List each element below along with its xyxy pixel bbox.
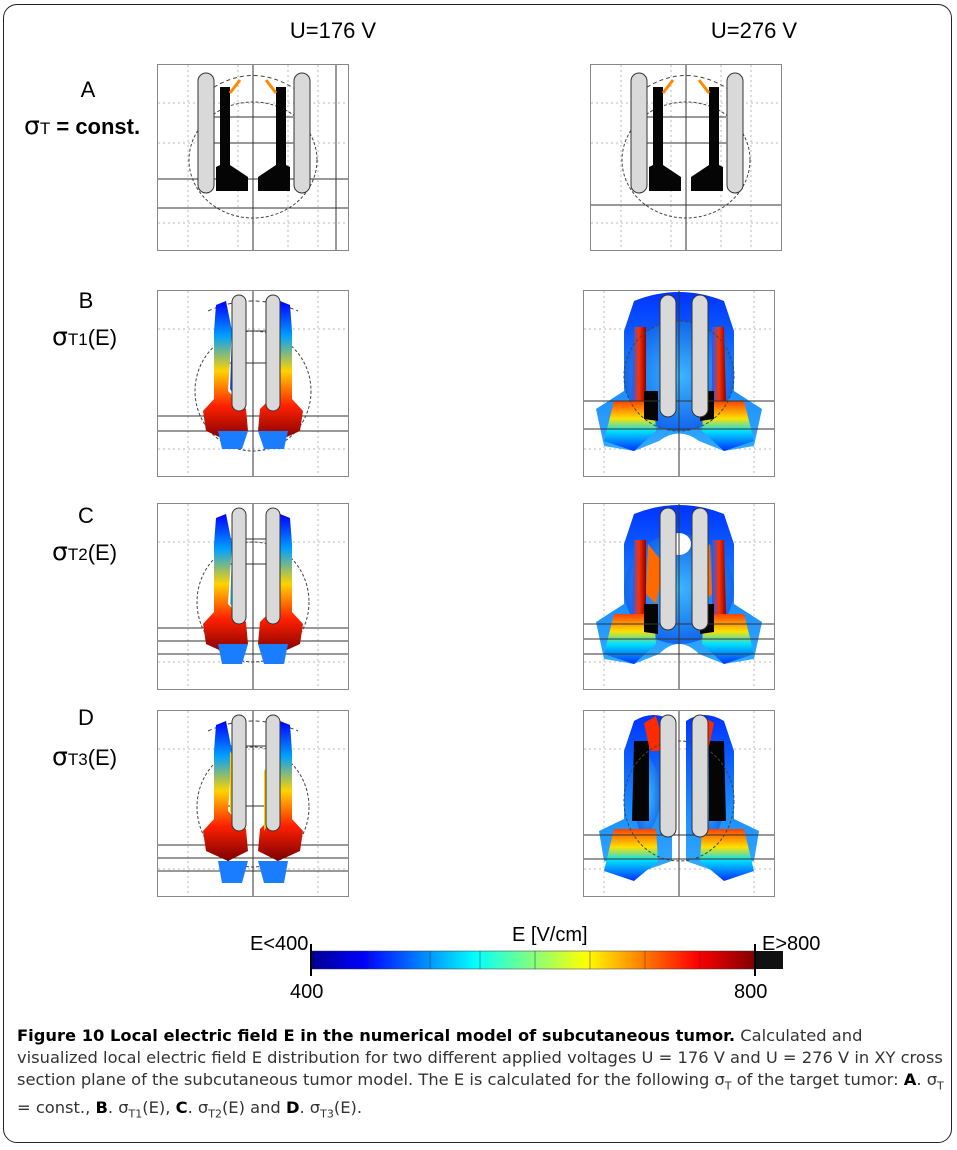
row-label-d: D bbox=[78, 705, 94, 730]
panel-a-176v bbox=[157, 64, 349, 251]
row-label-c: C bbox=[78, 503, 94, 528]
panel-a-276v bbox=[590, 64, 782, 251]
figure-frame bbox=[3, 4, 952, 1143]
caption-body: Calculated and visualized local electric… bbox=[17, 1026, 943, 1089]
row-sigma-b: σT1(E) bbox=[52, 322, 118, 351]
row-sigma-d: σT3(E) bbox=[52, 742, 118, 771]
colorbar-right-label: E>800 bbox=[762, 933, 821, 955]
panel-c-276v bbox=[583, 503, 775, 690]
column-header-176v: U=176 V bbox=[289, 18, 377, 43]
colorbar-title: E [V/cm] bbox=[512, 924, 588, 946]
caption-title: Figure 10 Local electric field E in the … bbox=[17, 1026, 736, 1045]
panel-b-176v bbox=[157, 290, 349, 477]
panel-c-176v bbox=[157, 503, 349, 690]
row-label-a: A bbox=[80, 77, 96, 102]
column-header-276v: U=276 V bbox=[710, 18, 798, 43]
panel-d-276v bbox=[583, 710, 775, 897]
row-label-b: B bbox=[78, 288, 94, 313]
figure-caption: Figure 10 Local electric field E in the … bbox=[17, 1026, 944, 1121]
panel-d-176v bbox=[157, 710, 349, 897]
row-sigma-c: σT2(E) bbox=[52, 537, 118, 566]
colorbar-left-label: E<400 bbox=[250, 933, 309, 955]
panel-b-276v bbox=[583, 290, 775, 477]
colorbar-max-tick: 800 bbox=[734, 981, 768, 1003]
row-sigma-a: σT = const. bbox=[24, 111, 141, 140]
colorbar-min-tick: 400 bbox=[290, 981, 324, 1003]
